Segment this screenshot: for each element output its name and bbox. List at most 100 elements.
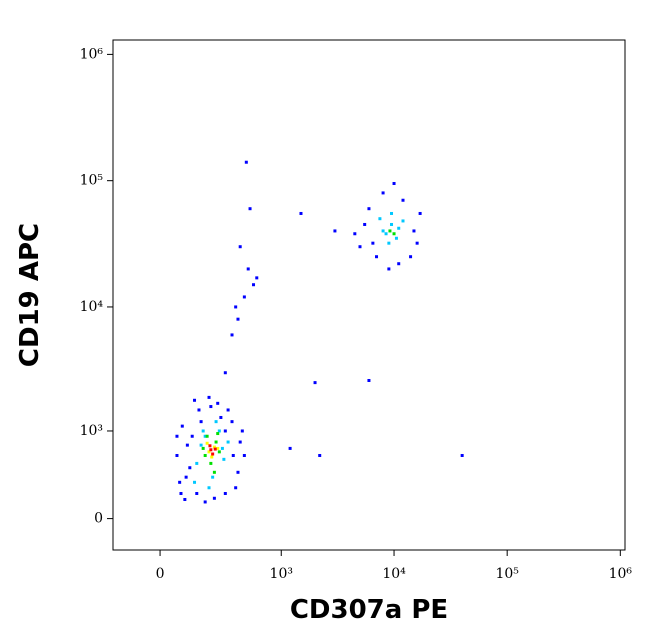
data-point [236,317,240,321]
data-point [371,241,375,245]
data-point [205,441,209,445]
data-point [230,333,234,337]
data-point [216,401,220,405]
x-tick-label: 10⁴ [382,566,406,582]
data-point [175,453,179,457]
data-point [248,207,252,211]
data-point [199,420,203,424]
data-point [238,245,242,249]
data-point [180,424,184,428]
data-point [384,232,388,236]
data-point [207,486,211,490]
data-point [190,434,194,438]
data-point [401,198,405,202]
data-point [367,378,371,382]
data-point [197,408,201,412]
data-point [209,448,213,452]
data-point [246,267,250,271]
data-point [217,429,221,433]
data-point [188,466,192,470]
data-point [212,445,216,449]
data-point [387,267,391,271]
data-point [381,229,385,233]
data-point [195,461,199,465]
data-point [205,434,209,438]
x-tick-label: 10³ [270,566,293,582]
data-point [193,480,197,484]
data-point [381,191,385,195]
data-point [252,283,256,287]
y-tick-label: 0 [94,511,103,527]
data-point [394,236,398,240]
data-point [222,457,226,461]
data-point [418,211,422,215]
data-point [318,453,322,457]
data-point [195,491,199,495]
data-point [244,160,248,164]
data-point [220,446,224,450]
data-point [397,226,401,230]
data-point [392,181,396,185]
data-point [226,440,230,444]
data-point [353,232,357,236]
data-point [214,440,218,444]
data-point [363,222,367,226]
y-axis-title: CD19 APC [15,223,45,367]
data-point [313,381,317,385]
data-point [175,434,179,438]
data-point [216,432,220,436]
data-point [378,217,382,221]
data-point [207,450,211,454]
data-point [288,446,292,450]
data-point [219,415,223,419]
data-point [223,491,227,495]
data-point [242,453,246,457]
data-point [387,241,391,245]
x-tick-label: 0 [156,566,165,582]
data-point [203,453,207,457]
data-point [367,207,371,211]
data-point [415,241,419,245]
data-point [397,262,401,266]
data-point [213,447,217,451]
data-point [212,470,216,474]
plot-frame [112,39,626,551]
data-point [212,496,216,500]
data-point [236,470,240,474]
data-point [401,219,405,223]
data-point [412,229,416,233]
x-tick-label: 10⁵ [495,566,519,582]
data-point [209,405,213,409]
data-point [223,429,227,433]
data-point [409,255,413,259]
data-point [201,429,205,433]
data-point [255,276,259,280]
data-point [209,461,213,465]
data-point [333,229,337,233]
data-point [216,446,220,450]
data-point [185,443,189,447]
data-point [230,420,234,424]
data-point [231,453,235,457]
data-point [211,452,215,456]
data-point [388,229,392,233]
data-point [390,211,394,215]
data-point [214,420,218,424]
data-point [375,255,379,259]
data-point [226,408,230,412]
data-point [299,211,303,215]
data-point [208,444,212,448]
data-point [178,480,182,484]
data-point [392,232,396,236]
data-point [199,443,203,447]
data-point [358,245,362,249]
y-tick-label: 10⁴ [80,299,104,315]
x-axis-title: CD307a PE [290,595,448,625]
data-point [193,398,197,402]
y-tick-label: 10³ [80,423,103,439]
data-point [234,486,238,490]
y-tick-label: 10⁵ [80,173,104,189]
data-point [390,222,394,226]
data-point [203,434,207,438]
data-point [238,440,242,444]
